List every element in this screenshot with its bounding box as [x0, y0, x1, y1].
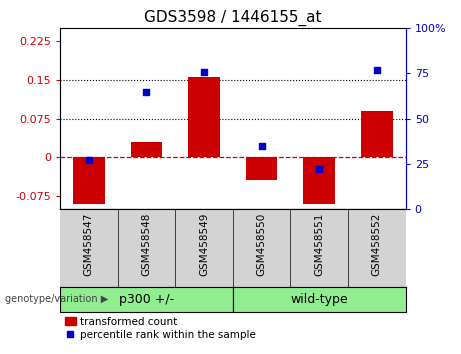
Text: GSM458551: GSM458551 [314, 213, 324, 276]
Text: GSM458547: GSM458547 [84, 213, 94, 276]
Text: p300 +/-: p300 +/- [119, 293, 174, 306]
Point [85, 157, 92, 163]
Legend: transformed count, percentile rank within the sample: transformed count, percentile rank withi… [65, 317, 255, 340]
Text: wild-type: wild-type [290, 293, 348, 306]
Point [258, 143, 266, 149]
Point [142, 89, 150, 95]
Point [373, 67, 381, 73]
Bar [246, 157, 278, 181]
Bar [361, 111, 393, 157]
Point [200, 69, 207, 74]
Text: GSM458552: GSM458552 [372, 213, 382, 276]
Text: GSM458550: GSM458550 [257, 213, 266, 276]
Title: GDS3598 / 1446155_at: GDS3598 / 1446155_at [144, 9, 322, 25]
Bar [60, 287, 233, 312]
Text: genotype/variation ▶: genotype/variation ▶ [5, 294, 108, 304]
Bar [233, 287, 406, 312]
Bar [130, 142, 162, 157]
Point [315, 166, 323, 172]
Text: GSM458549: GSM458549 [199, 213, 209, 276]
Bar [188, 77, 220, 157]
Bar [303, 157, 335, 204]
Text: GSM458548: GSM458548 [142, 213, 151, 276]
Bar [73, 157, 105, 204]
